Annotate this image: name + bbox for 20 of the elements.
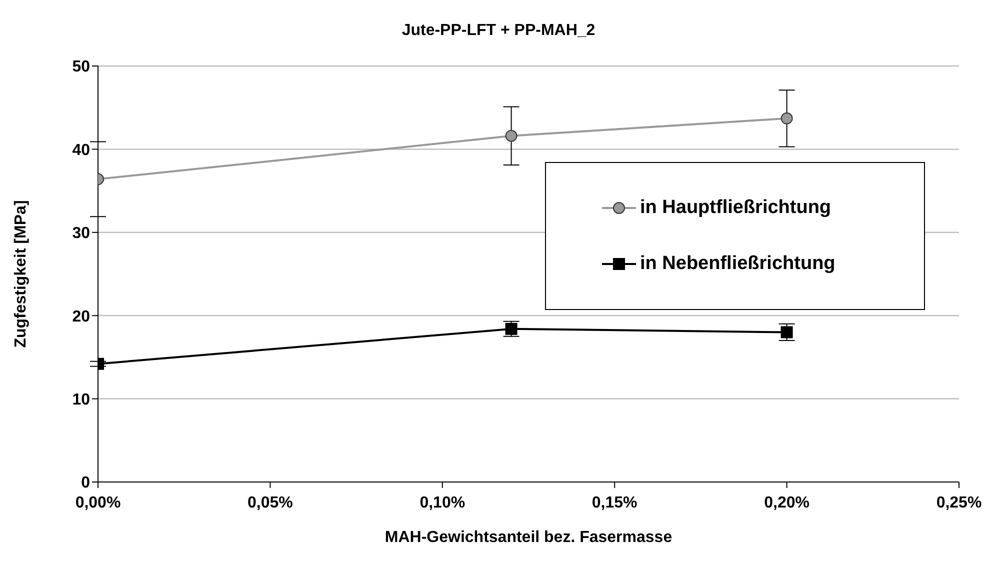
x-tick-label: 0,00% — [75, 494, 121, 512]
y-tick-label: 0 — [81, 474, 90, 492]
x-tick-label: 0,10% — [420, 494, 466, 512]
y-tick-label: 20 — [72, 308, 90, 326]
legend-label: in Nebenfließrichtung — [640, 253, 836, 275]
x-tick-label: 0,15% — [592, 494, 638, 512]
point — [505, 130, 518, 142]
y-axis-title: Zugfestigkeit [MPa] — [12, 200, 30, 348]
point — [780, 112, 793, 124]
y-tick-label: 40 — [72, 142, 90, 159]
x-axis-title: MAH-Gewichtsanteil bez. Fasermasse — [384, 529, 672, 546]
x-tick-label: 0,20% — [764, 494, 810, 512]
point — [780, 326, 793, 338]
y-tick-label: 50 — [72, 58, 90, 76]
x-tick-label: 0,25% — [936, 494, 982, 512]
x-tick-label: 0,05% — [248, 494, 293, 512]
legend-label: in Hauptfließrichtung — [640, 197, 832, 219]
y-tick-label: 30 — [72, 225, 90, 242]
y-tick-label: 10 — [72, 391, 90, 408]
chart-title: Jute-PP-LFT + PP-MAH_2 — [400, 22, 596, 40]
